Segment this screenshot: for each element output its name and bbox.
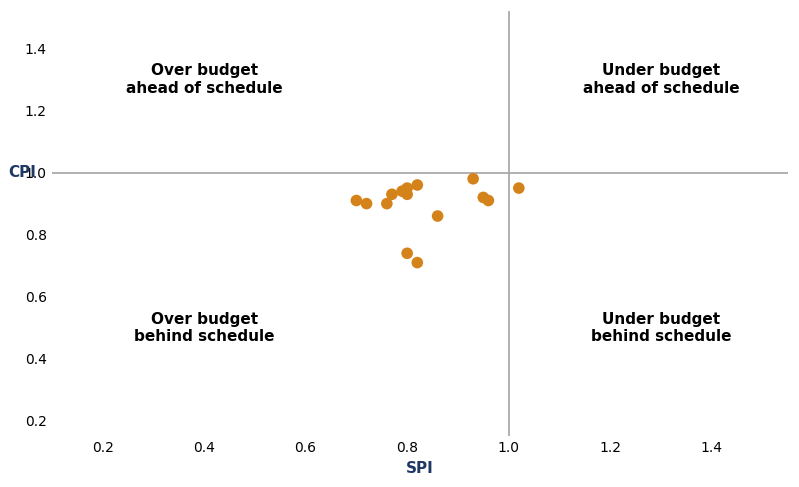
Text: Under budget
ahead of schedule: Under budget ahead of schedule — [582, 63, 739, 95]
Point — [360, 200, 373, 207]
X-axis label: SPI: SPI — [406, 461, 434, 476]
Point — [401, 249, 414, 257]
Point — [482, 197, 495, 205]
Point — [401, 190, 414, 198]
Point — [401, 184, 414, 192]
Point — [411, 181, 423, 189]
Text: Over budget
behind schedule: Over budget behind schedule — [134, 312, 274, 344]
Point — [386, 190, 399, 198]
Point — [467, 175, 479, 183]
Point — [396, 187, 408, 195]
Text: CPI: CPI — [9, 165, 37, 180]
Text: Under budget
behind schedule: Under budget behind schedule — [590, 312, 731, 344]
Point — [512, 184, 525, 192]
Point — [350, 197, 363, 205]
Text: Over budget
ahead of schedule: Over budget ahead of schedule — [125, 63, 282, 95]
Point — [431, 212, 444, 220]
Point — [411, 259, 423, 266]
Point — [477, 193, 490, 201]
Point — [380, 200, 393, 207]
